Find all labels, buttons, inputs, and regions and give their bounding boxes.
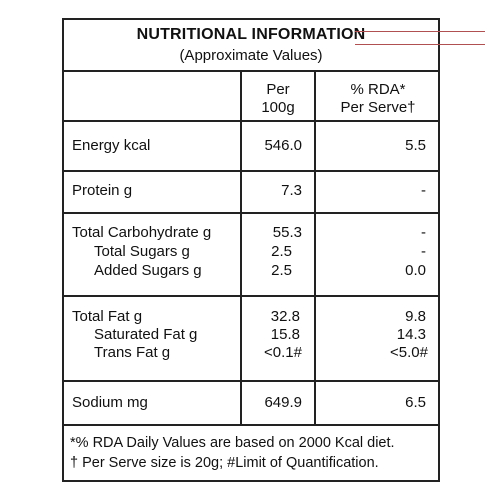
divider-fat: [64, 380, 438, 382]
sodium-per100: 649.9: [264, 394, 302, 411]
divider-energy: [64, 170, 438, 172]
divider-header: [64, 120, 438, 122]
energy-rda: 5.5: [405, 137, 426, 154]
divider-protein: [64, 212, 438, 214]
sugars-per100: 2.5: [271, 243, 292, 260]
trans-fat-per100: <0.1#: [264, 344, 302, 361]
sugars-rda: -: [421, 243, 426, 260]
header-rda-line2: Per Serve†: [340, 99, 416, 116]
protein-rda: -: [421, 182, 426, 199]
fat-per100: 32.8: [270, 308, 300, 325]
footnote-serve: † Per Serve size is 20g; #Limit of Quant…: [70, 455, 379, 471]
trans-fat-rda: <5.0#: [390, 344, 428, 361]
panel-title: NUTRITIONAL INFORMATION: [136, 26, 366, 43]
header-per-100g-line1: Per: [266, 81, 290, 98]
nutrition-panel: NUTRITIONAL INFORMATION (Approximate Val…: [62, 18, 440, 482]
added-sugars-per100: 2.5: [271, 262, 292, 279]
sodium-label: Sodium mg: [72, 394, 148, 411]
protein-label: Protein g: [72, 182, 133, 199]
divider-title: [64, 70, 438, 72]
sat-fat-rda: 14.3: [396, 326, 426, 343]
scan-artifact-line: [355, 31, 485, 32]
column-divider-2: [314, 70, 316, 424]
carb-label: Total Carbohydrate g: [72, 224, 212, 241]
fat-rda: 9.8: [405, 308, 426, 325]
added-sugars-label: Added Sugars g: [94, 262, 202, 279]
carb-per100: 55.3: [272, 224, 302, 241]
footnote-rda: *% RDA Daily Values are based on 2000 Kc…: [70, 435, 395, 451]
energy-label: Energy kcal: [72, 137, 151, 154]
divider-sodium: [64, 424, 438, 426]
header-rda-line1: % RDA*: [350, 81, 406, 98]
sat-fat-label: Saturated Fat g: [94, 326, 198, 343]
added-sugars-rda: 0.0: [405, 262, 426, 279]
column-divider-1: [240, 70, 242, 424]
sugars-label: Total Sugars g: [94, 243, 190, 260]
header-per-100g-line2: 100g: [261, 99, 295, 116]
divider-carb: [64, 295, 438, 297]
trans-fat-label: Trans Fat g: [94, 344, 171, 361]
fat-label: Total Fat g: [72, 308, 143, 325]
scan-artifact-line: [355, 44, 485, 45]
sat-fat-per100: 15.8: [270, 326, 300, 343]
sodium-rda: 6.5: [405, 394, 426, 411]
carb-rda: -: [421, 224, 426, 241]
energy-per100: 546.0: [264, 137, 302, 154]
panel-subtitle: (Approximate Values): [179, 47, 323, 64]
protein-per100: 7.3: [281, 182, 302, 199]
